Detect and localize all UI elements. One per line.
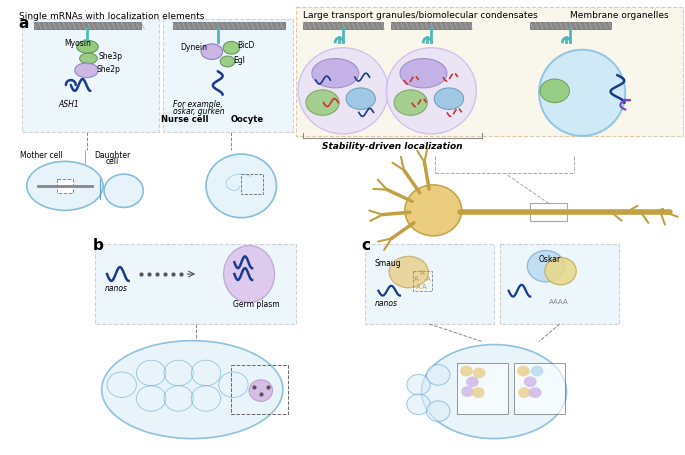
Text: Daughter: Daughter [94, 151, 130, 160]
Ellipse shape [206, 154, 277, 217]
Text: Dynein: Dynein [181, 43, 208, 52]
Text: cell: cell [105, 157, 119, 167]
FancyBboxPatch shape [173, 22, 286, 29]
Ellipse shape [400, 59, 447, 88]
Text: Egl: Egl [234, 56, 245, 65]
FancyBboxPatch shape [95, 244, 296, 324]
Ellipse shape [531, 366, 543, 376]
Text: For example,: For example, [173, 100, 225, 109]
Text: Single mRNAs with localization elements: Single mRNAs with localization elements [19, 12, 205, 21]
Text: ASH1: ASH1 [58, 100, 79, 109]
Ellipse shape [434, 88, 464, 110]
Ellipse shape [473, 368, 486, 379]
Ellipse shape [79, 53, 97, 64]
Text: Stability-driven localization: Stability-driven localization [322, 142, 462, 151]
Ellipse shape [394, 90, 427, 115]
Text: A: A [414, 276, 419, 282]
FancyBboxPatch shape [391, 22, 471, 29]
Bar [57, 179, 73, 193]
Ellipse shape [220, 56, 235, 67]
Ellipse shape [77, 40, 98, 53]
Text: A: A [426, 276, 431, 282]
Ellipse shape [407, 394, 430, 415]
Ellipse shape [306, 90, 339, 115]
FancyBboxPatch shape [163, 19, 293, 132]
Text: BicD: BicD [237, 41, 255, 51]
Text: AAAA: AAAA [549, 298, 569, 304]
FancyBboxPatch shape [500, 244, 619, 324]
Text: A: A [416, 284, 421, 290]
Ellipse shape [545, 258, 576, 285]
Ellipse shape [201, 44, 223, 60]
Text: oskar, gurken: oskar, gurken [173, 106, 224, 116]
Ellipse shape [527, 251, 564, 282]
Ellipse shape [249, 380, 273, 401]
Text: Oocyte: Oocyte [231, 115, 264, 124]
Ellipse shape [407, 374, 430, 395]
FancyBboxPatch shape [364, 244, 494, 324]
Ellipse shape [472, 387, 485, 398]
Ellipse shape [540, 79, 569, 102]
Ellipse shape [529, 387, 541, 398]
Ellipse shape [386, 48, 476, 134]
FancyBboxPatch shape [22, 19, 159, 132]
Ellipse shape [461, 386, 474, 397]
Ellipse shape [466, 376, 479, 387]
Text: b: b [92, 238, 103, 253]
FancyBboxPatch shape [530, 22, 610, 29]
Ellipse shape [539, 50, 625, 136]
Ellipse shape [405, 185, 462, 236]
Bar [457, 363, 508, 414]
Ellipse shape [524, 376, 536, 387]
Ellipse shape [75, 63, 98, 78]
Text: nanos: nanos [105, 284, 128, 293]
Ellipse shape [104, 174, 143, 207]
Ellipse shape [298, 48, 388, 134]
FancyBboxPatch shape [34, 22, 141, 29]
Ellipse shape [389, 257, 428, 288]
Bar [530, 203, 567, 221]
Text: nanos: nanos [375, 298, 397, 308]
Ellipse shape [421, 344, 566, 439]
Ellipse shape [426, 364, 450, 385]
Text: Mother cell: Mother cell [20, 151, 63, 160]
Ellipse shape [312, 59, 359, 88]
Bar [514, 363, 564, 414]
Bar [232, 365, 288, 414]
Text: Myosin: Myosin [64, 39, 91, 48]
FancyBboxPatch shape [296, 7, 683, 136]
Ellipse shape [223, 41, 240, 54]
Ellipse shape [517, 366, 530, 376]
FancyBboxPatch shape [303, 22, 384, 29]
Text: A: A [420, 270, 425, 276]
Ellipse shape [27, 162, 103, 210]
Text: Membrane organelles: Membrane organelles [570, 11, 669, 20]
Text: Smaug: Smaug [375, 259, 401, 268]
Ellipse shape [346, 88, 375, 110]
Text: a: a [19, 16, 29, 31]
Ellipse shape [518, 387, 531, 398]
Ellipse shape [101, 341, 283, 439]
Text: c: c [362, 238, 371, 253]
Ellipse shape [426, 401, 450, 421]
Text: Large transport granules/biomolecular condensates: Large transport granules/biomolecular co… [303, 11, 538, 20]
Ellipse shape [223, 246, 275, 303]
Ellipse shape [460, 366, 473, 376]
Text: Nurse cell: Nurse cell [161, 115, 208, 124]
Text: Oskar: Oskar [539, 255, 561, 264]
Bar [241, 174, 263, 194]
Text: She2p: She2p [97, 65, 120, 74]
Text: A: A [422, 284, 427, 290]
Text: Germ plasm: Germ plasm [234, 300, 280, 309]
Text: She3p: She3p [98, 52, 122, 61]
